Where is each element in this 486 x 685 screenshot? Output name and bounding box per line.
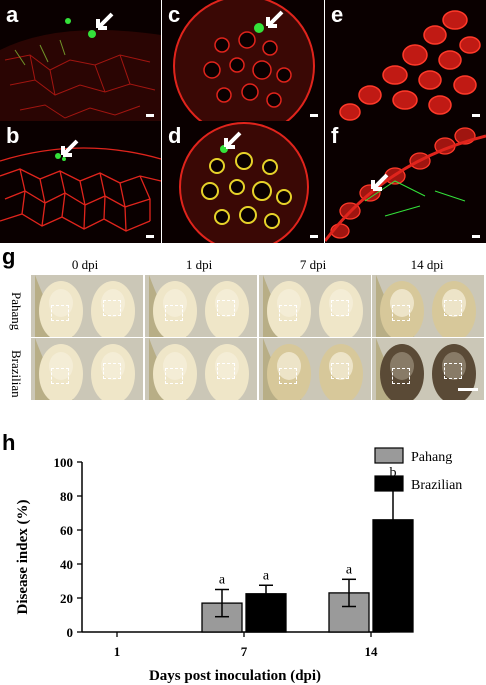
panel-letter-h: h [2,430,16,455]
micro-image-b [0,121,161,243]
arrow-icon [61,139,79,157]
fruit-photo [31,275,143,337]
micro-panel-a: a [0,0,161,122]
arrow-icon [266,10,284,28]
micro-image-f [325,121,486,243]
sample-region-box [392,305,410,321]
sample-region-box [444,300,462,316]
row-label-brazilian: Brazilian [9,350,24,398]
micro-image-c [162,0,324,122]
micro-panel-f: f [325,121,486,243]
fruit-photo [372,275,484,337]
arrow-icon [224,131,242,149]
arrow-icon [96,12,114,30]
sample-region-box [51,305,69,321]
sample-region-box [279,305,297,321]
y-tick-label: 0 [67,625,74,640]
panel-letter-a: a [6,2,19,27]
legend-swatch-pahang [374,447,404,464]
scale-bar [472,235,480,238]
micro-image-e [325,0,486,122]
y-tick-label: 80 [60,489,73,504]
x-tick-label: 14 [365,644,379,659]
scale-bar [310,235,318,238]
row-label-pahang: Pahang [9,292,24,331]
y-axis-label: Disease index (%) [15,500,31,615]
significance-letter: a [219,573,226,588]
panel-letter-e: e [331,2,344,27]
significance-letter: b [390,465,397,480]
micro-panel-b: b [0,121,161,243]
sample-region-box [165,305,183,321]
sample-region-box [392,368,410,384]
sample-region-box [217,300,235,316]
column-label-7dpi: 7 dpi [299,257,327,272]
column-label-1dpi: 1 dpi [185,257,213,272]
column-label-14dpi: 14 dpi [410,257,444,272]
panel-letter-g: g [2,244,16,269]
fruit-photo [145,275,257,337]
fruit-photo [259,275,371,337]
disease-index-chart: Disease index (%) Days post inoculation … [15,447,462,684]
y-tick-label: 100 [54,455,74,470]
panel-letter-b: b [6,123,20,148]
sample-region-box [331,300,349,316]
x-tick-label: 7 [241,644,248,659]
fruit-photo [31,338,143,400]
panel-letter-d: d [168,123,182,148]
legend-label-pahang: Pahang [411,450,452,465]
scale-bar [146,114,154,117]
sample-region-box [444,363,462,379]
significance-letter: a [346,562,353,577]
legend-swatch-brazilian [374,475,404,492]
micro-image-d [162,121,324,243]
micro-image-a [0,0,161,122]
scale-bar [458,388,478,391]
sample-region-box [217,363,235,379]
sample-region-box [103,363,121,379]
panel-letter-c: c [168,2,181,27]
sample-region-box [51,368,69,384]
column-label-0dpi: 0 dpi [71,257,99,272]
fruit-photo [145,338,257,400]
scale-bar [472,114,480,117]
micro-panel-c: c [162,0,324,122]
y-tick-label: 20 [60,591,73,606]
significance-letter: a [263,568,270,583]
x-axis-label: Days post inoculation (dpi) [149,668,321,684]
scale-bar [310,114,318,117]
arrow-icon [371,173,389,191]
legend-label-brazilian: Brazilian [411,478,462,493]
x-tick-label: 1 [114,644,121,659]
y-tick-label: 60 [60,523,73,538]
y-tick-label: 40 [60,557,73,572]
scale-bar [146,235,154,238]
micro-panel-d: d [162,121,324,243]
panel-letter-f: f [331,123,339,148]
sample-region-box [103,300,121,316]
sample-region-box [279,368,297,384]
micro-panel-e: e [325,0,486,122]
fruit-photo [259,338,371,400]
sample-region-box [331,363,349,379]
sample-region-box [165,368,183,384]
